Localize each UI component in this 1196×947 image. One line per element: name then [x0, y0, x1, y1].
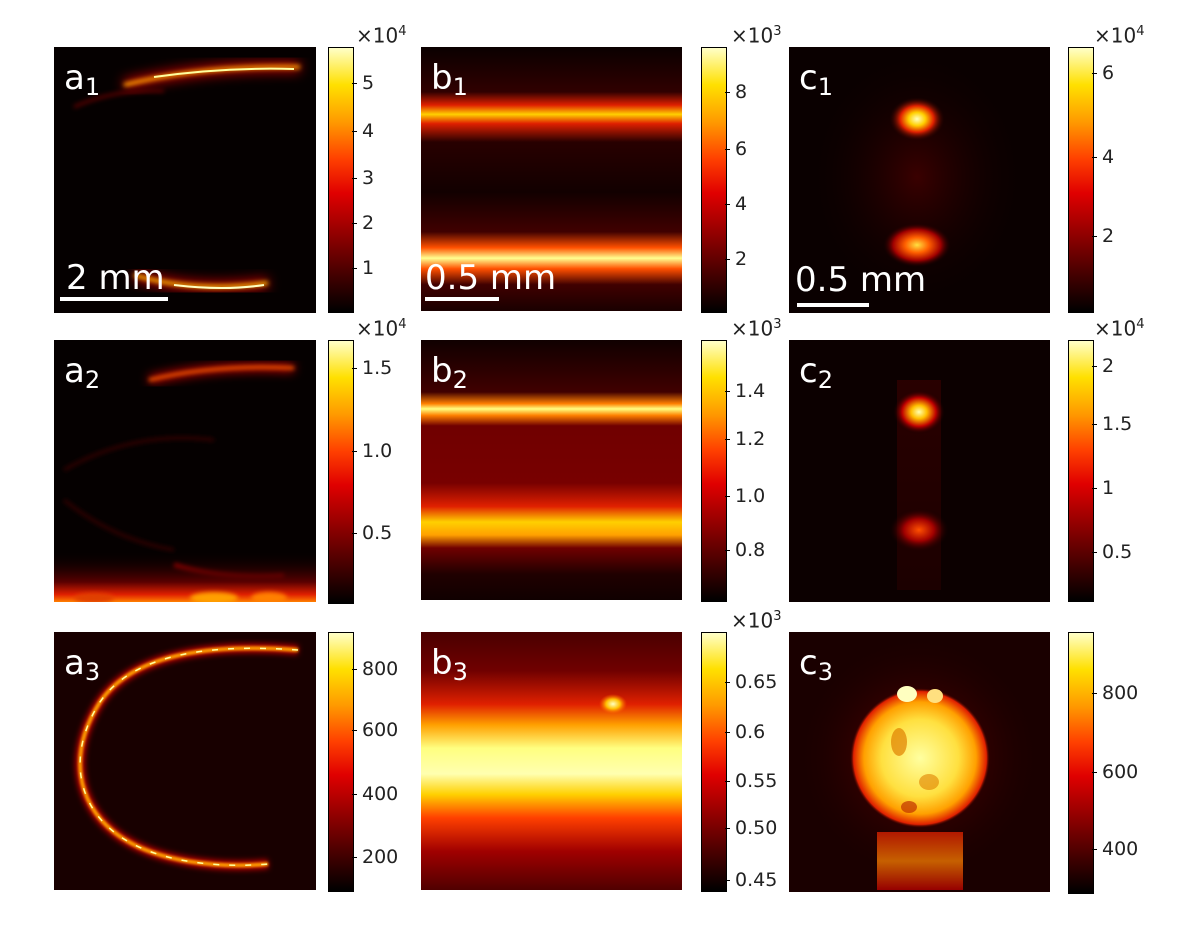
colorbar-tick: 400	[1102, 838, 1139, 860]
colorbar-tick: 1.5	[362, 357, 393, 379]
panel-a2: a2	[54, 340, 316, 602]
panel-a1-label: a1	[64, 58, 101, 101]
colorbar-tick: 8	[735, 81, 748, 103]
image-b2	[421, 340, 682, 600]
colorbar-b3-exponent: ×103	[731, 608, 782, 633]
image-c2	[789, 340, 1050, 602]
scale-bar-a1	[60, 297, 168, 301]
colorbar-tick: 2	[735, 248, 748, 270]
colorbar-tick: 1	[1102, 477, 1115, 499]
colorbar-b1-exponent: ×103	[731, 23, 782, 48]
panel-a3-label: a3	[64, 643, 101, 686]
colorbar-tick: 1	[362, 257, 375, 279]
panel-c3: c3	[789, 632, 1050, 892]
colorbar-tick: 0.5	[362, 522, 393, 544]
colorbar-c2-exponent: ×104	[1094, 316, 1145, 341]
colorbar-tick: 2	[1102, 355, 1115, 377]
colorbar-tick: 1.4	[735, 380, 766, 402]
colorbar-tick: 600	[362, 719, 399, 741]
colorbar-tick: 400	[362, 783, 399, 805]
colorbar-a1-exponent: ×104	[356, 23, 407, 48]
panel-b2-label: b2	[431, 351, 468, 394]
colorbar-tick: 3	[362, 167, 375, 189]
colorbar-tick: 0.45	[735, 869, 778, 891]
image-c3	[789, 632, 1050, 892]
panel-b2: b2	[421, 340, 682, 600]
colorbar-tick: 4	[735, 193, 748, 215]
panel-a2-label: a2	[64, 351, 101, 394]
panel-b3: b3	[421, 632, 682, 890]
colorbar-tick: 1.2	[735, 428, 766, 450]
colorbar-a2-exponent: ×104	[356, 316, 407, 341]
colorbar-tick: 0.50	[735, 817, 778, 839]
colorbar-tick: 1.5	[1102, 413, 1133, 435]
image-a3	[54, 632, 316, 890]
colorbar-tick: 200	[362, 846, 399, 868]
colorbar-tick: 1.0	[735, 485, 766, 507]
colorbar-tick: 4	[362, 120, 375, 142]
colorbar-tick: 600	[1102, 761, 1139, 783]
scale-bar-c1-label: 0.5 mm	[795, 260, 927, 300]
panel-a1: a1 2 mm	[54, 47, 316, 313]
panel-b1: b1 0.5 mm	[421, 47, 682, 311]
colorbar-tick: 0.65	[735, 671, 778, 693]
scale-bar-c1	[797, 303, 869, 307]
colorbar-tick: 5	[362, 72, 375, 94]
image-b1	[421, 47, 682, 311]
colorbar-tick: 0.55	[735, 770, 778, 792]
scale-bar-b1	[425, 297, 499, 301]
panel-c2: c2	[789, 340, 1050, 602]
colorbar-tick: 0.6	[735, 721, 766, 743]
colorbar-b2-exponent: ×103	[731, 316, 782, 341]
panel-c1: c1 0.5 mm	[789, 47, 1050, 313]
colorbar-tick: 800	[362, 658, 399, 680]
colorbar-tick: 6	[735, 138, 748, 160]
panel-c1-label: c1	[799, 58, 833, 101]
colorbar-tick: 1.0	[362, 440, 393, 462]
panel-b3-label: b3	[431, 643, 468, 686]
scale-bar-b1-label: 0.5 mm	[425, 258, 557, 298]
image-a2	[54, 340, 316, 602]
image-c1	[789, 47, 1050, 313]
scale-bar-a1-label: 2 mm	[66, 258, 165, 298]
panel-b1-label: b1	[431, 58, 468, 101]
panel-c2-label: c2	[799, 351, 833, 394]
image-a1	[54, 47, 316, 313]
panel-c3-label: c3	[799, 643, 833, 686]
colorbar-tick: 6	[1102, 62, 1115, 84]
colorbar-tick: 4	[1102, 146, 1115, 168]
colorbar-tick: 0.8	[735, 539, 766, 561]
colorbar-tick: 800	[1102, 682, 1139, 704]
panel-a3: a3	[54, 632, 316, 890]
colorbar-tick: 0.5	[1102, 541, 1133, 563]
colorbar-tick: 2	[1102, 225, 1115, 247]
colorbar-c1-exponent: ×104	[1094, 23, 1145, 48]
colorbar-tick: 2	[362, 212, 375, 234]
image-b3	[421, 632, 682, 890]
